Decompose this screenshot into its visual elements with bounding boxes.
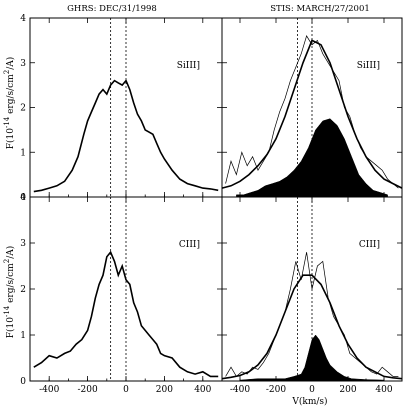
y-tick-label-4-ghrs-ciii: 4 (20, 193, 26, 203)
y-label-exponent1: -14 (3, 305, 11, 317)
observed-series-ghrs-siii (33, 79, 219, 193)
y-tick-label-3-ghrs-siii: 3 (20, 59, 26, 69)
y-label-middle: erg/s/cm (6, 263, 16, 306)
x-tick-label-4-stis-ciii: 400 (375, 385, 392, 395)
x-axis-label: V(km/s) (291, 396, 327, 407)
residual-area-stis-siii (236, 118, 388, 198)
fit-series-stis-siii (221, 39, 403, 189)
y-axis-label-bottom: F(10-14 erg/s/cm2/A) (3, 246, 16, 339)
fit-series-stis-ciii (221, 274, 403, 380)
ion-label-stis-ciii: CIII] (359, 240, 380, 250)
y-label-suffix: /A) (5, 246, 16, 259)
x-tick-label-2-stis-ciii: 0 (309, 385, 315, 395)
y-label-exponent2: 2 (3, 70, 11, 74)
y-label-prefix: F(10 (5, 317, 16, 338)
stis-column-title: STIS: MARCH/27/2001 (270, 4, 370, 14)
y-tick-label-4-ghrs-siii: 4 (20, 14, 26, 24)
panel-ghrs-ciii: -400 -200 0 200 400 0 1 2 3 4 CIII] (20, 193, 223, 395)
y-axis-label-top: F(10-14 erg/s/cm2/A) (3, 57, 16, 150)
panels-group: 0 1 2 3 4 SiIII] SiIII] -400 -200 0 200 400 0 1 2 3 4 CII… (20, 14, 403, 395)
x-tick-label-1-stis-ciii: -200 (266, 385, 286, 395)
panel-stis-ciii: -400 -200 0 200 400 CIII] (221, 196, 403, 395)
y-label-suffix: /A) (5, 57, 16, 70)
y-tick-label-0-ghrs-ciii: 0 (20, 377, 26, 387)
y-tick-label-1-ghrs-siii: 1 (20, 148, 26, 158)
x-tick-label-0-ghrs-ciii: -400 (39, 385, 59, 395)
observed-series-stis-siii (225, 35, 399, 189)
x-tick-label-3-stis-ciii: 200 (339, 385, 356, 395)
x-tick-label-2-ghrs-ciii: 0 (123, 385, 129, 395)
ion-label-ghrs-ciii: CIII] (179, 240, 200, 250)
x-tick-label-1-ghrs-ciii: -200 (77, 385, 97, 395)
x-tick-label-0-stis-ciii: -400 (230, 385, 250, 395)
y-label-exponent1: -14 (3, 116, 11, 128)
y-label-middle: erg/s/cm (6, 74, 16, 117)
y-tick-label-0-ghrs-siii: 0 (20, 193, 26, 203)
y-tick-label-2-ghrs-ciii: 2 (20, 285, 26, 295)
y-tick-label-1-ghrs-ciii: 1 (20, 331, 26, 341)
panel-ghrs-siii: 0 1 2 3 4 SiIII] (20, 14, 223, 203)
ion-label-stis-siii: SiIII] (357, 61, 380, 71)
observed-series-ghrs-ciii (33, 250, 219, 378)
y-label-prefix: F(10 (5, 128, 16, 149)
ion-label-ghrs-siii: SiIII] (177, 61, 200, 71)
x-tick-label-4-ghrs-ciii: 400 (194, 385, 211, 395)
x-tick-label-3-ghrs-ciii: 200 (156, 385, 173, 395)
y-tick-label-3-ghrs-ciii: 3 (20, 239, 26, 249)
y-label-exponent2: 2 (3, 259, 11, 263)
ghrs-column-title: GHRS: DEC/31/1998 (67, 4, 157, 14)
y-tick-label-2-ghrs-siii: 2 (20, 104, 26, 114)
panel-stis-siii: SiIII] (221, 17, 403, 198)
